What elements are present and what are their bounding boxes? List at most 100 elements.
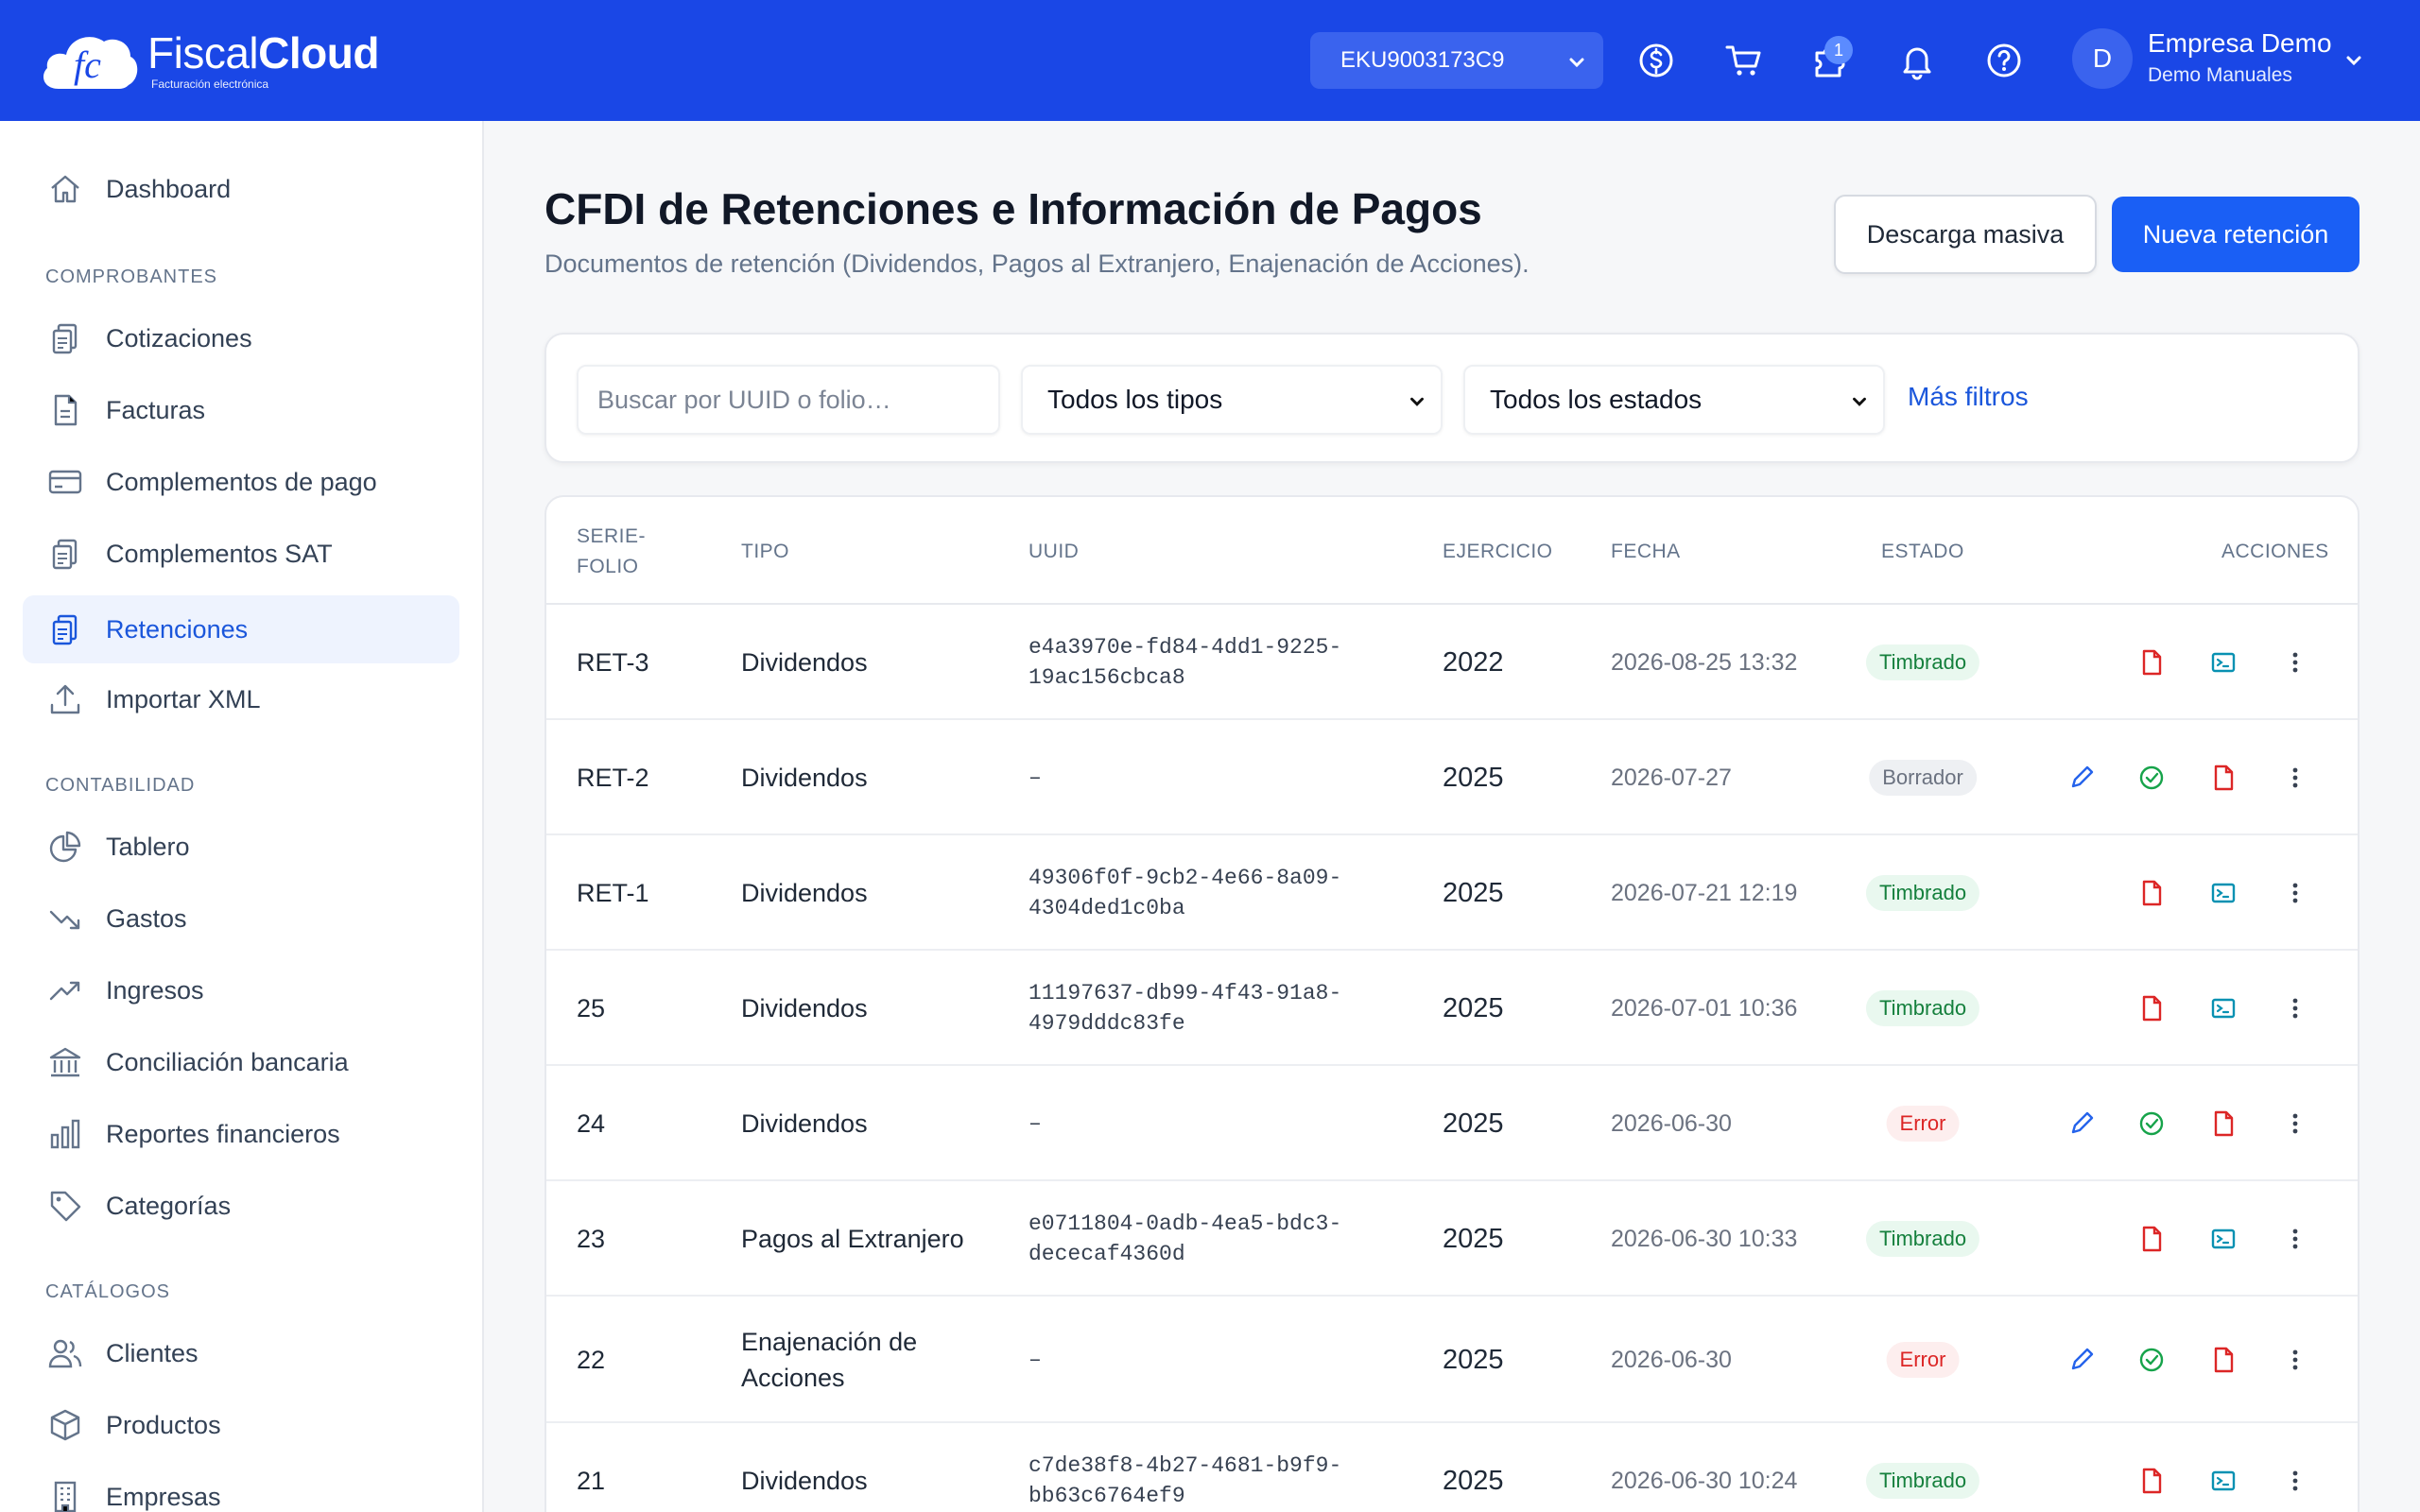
xml-download-icon[interactable] [2208, 647, 2238, 678]
status-filter-select[interactable]: Todos los estados [1463, 365, 1885, 435]
pdf-download-icon[interactable] [2208, 1108, 2238, 1139]
sidebar-item-label: Productos [106, 1410, 221, 1439]
clipboard-copy-icon [52, 539, 78, 570]
more-options-icon[interactable] [2280, 1345, 2310, 1375]
document-icon [54, 394, 78, 426]
column-header-ejercicio[interactable]: EJERCICIO [1443, 541, 1553, 562]
sidebar-item-productos[interactable]: Productos [23, 1391, 459, 1459]
user-menu-chevron-icon[interactable] [2342, 49, 2365, 72]
brand-logo[interactable]: fc FiscalCloud Facturación electrónica [38, 26, 379, 94]
column-header-tipo[interactable]: TIPO [741, 541, 790, 562]
more-options-icon[interactable] [2280, 763, 2310, 793]
date-cell: 2026-06-30 10:24 [1611, 1467, 1798, 1494]
xml-download-icon[interactable] [2208, 1224, 2238, 1254]
stamp-check-icon[interactable] [2136, 1345, 2167, 1375]
xml-download-icon[interactable] [2208, 878, 2238, 908]
status-badge: Timbrado [1865, 1463, 1980, 1499]
pdf-download-icon[interactable] [2136, 647, 2167, 678]
sidebar-item-reportes[interactable]: Reportes financieros [23, 1100, 459, 1168]
more-options-icon[interactable] [2280, 1108, 2310, 1139]
sidebar-item-tablero[interactable]: Tablero [23, 813, 459, 881]
pdf-download-icon[interactable] [2136, 878, 2167, 908]
sidebar-item-conciliacion[interactable]: Conciliación bancaria [23, 1028, 459, 1096]
column-header-uuid[interactable]: UUID [1028, 541, 1080, 562]
more-options-icon[interactable] [2280, 878, 2310, 908]
user-avatar[interactable]: D [2072, 28, 2133, 89]
table-row[interactable]: 23 Pagos al Extranjero e0711804-0adb-4ea5-… [546, 1181, 2358, 1297]
table-row[interactable]: RET-1 Dividendos 49306f0f-9cb2-4e66-8a09-4… [546, 835, 2358, 951]
cart-icon[interactable] [1722, 40, 1764, 81]
column-header-estado[interactable]: ESTADO [1881, 541, 1964, 562]
bulk-download-button[interactable]: Descarga masiva [1834, 195, 2097, 274]
section-comprobantes: COMPROBANTES [45, 266, 218, 287]
sidebar-item-empresas[interactable]: Empresas [23, 1463, 459, 1512]
table-row[interactable]: 21 Dividendos c7de38f8-4b27-4681-b9f9-bb63… [546, 1423, 2358, 1512]
trending-down-icon [49, 910, 80, 930]
status-filter-value: Todos los estados [1490, 385, 1703, 414]
table-row[interactable]: 22 Enajenación de Acciones – 2025 2026-06-30… [546, 1297, 2358, 1423]
dollar-icon[interactable] [1635, 40, 1677, 81]
more-options-icon[interactable] [2280, 647, 2310, 678]
folio-cell: 25 [577, 993, 606, 1022]
more-filters-link[interactable]: Más filtros [1908, 382, 2029, 411]
more-options-icon[interactable] [2280, 1224, 2310, 1254]
help-icon[interactable] [1983, 40, 2025, 81]
table-row[interactable]: 25 Dividendos 11197637-db99-4f43-91a8-4979… [546, 951, 2358, 1066]
sidebar-item-categorias[interactable]: Categorías [23, 1172, 459, 1240]
user-subtitle: Demo Manuales [2148, 64, 2292, 86]
ejercicio-cell: 2025 [1443, 992, 1504, 1023]
table-row[interactable]: RET-2 Dividendos – 2025 2026-07-27 Borrador [546, 720, 2358, 835]
brand-tagline: Facturación electrónica [151, 77, 269, 91]
pdf-download-icon[interactable] [2208, 1345, 2238, 1375]
pdf-download-icon[interactable] [2208, 763, 2238, 793]
more-options-icon[interactable] [2280, 993, 2310, 1023]
sidebar-item-complementos-pago[interactable]: Complementos de pago [23, 448, 459, 516]
sidebar-item-label: Gastos [106, 903, 187, 933]
edit-icon[interactable] [2066, 763, 2097, 793]
sidebar-item-cotizaciones[interactable]: Cotizaciones [23, 304, 459, 372]
status-badge: Timbrado [1865, 644, 1980, 680]
date-cell: 2026-07-01 10:36 [1611, 994, 1798, 1022]
pie-chart-icon [49, 831, 81, 863]
column-header-fecha[interactable]: FECHA [1611, 541, 1681, 562]
type-cell: Pagos al Extranjero [741, 1225, 964, 1253]
folio-cell: RET-1 [577, 878, 649, 907]
edit-icon[interactable] [2066, 1345, 2097, 1375]
sidebar-item-clientes[interactable]: Clientes [23, 1319, 459, 1387]
sidebar-item-dashboard[interactable]: Dashboard [23, 155, 459, 223]
sidebar-item-complementos-sat[interactable]: Complementos SAT [23, 520, 459, 588]
folio-cell: 23 [577, 1224, 606, 1253]
new-retention-button[interactable]: Nueva retención [2112, 197, 2360, 272]
type-cell: Dividendos [741, 1109, 868, 1138]
sidebar-item-retenciones[interactable]: Retenciones [23, 595, 459, 663]
pdf-download-icon[interactable] [2136, 993, 2167, 1023]
column-header-acciones: ACCIONES [2221, 541, 2329, 562]
type-cell: Dividendos [741, 1467, 868, 1495]
table-row[interactable]: RET-3 Dividendos e4a3970e-fd84-4dd1-9225-1… [546, 605, 2358, 720]
xml-download-icon[interactable] [2208, 993, 2238, 1023]
trending-up-icon [49, 981, 80, 1001]
pdf-download-icon[interactable] [2136, 1224, 2167, 1254]
top-bar: fc FiscalCloud Facturación electrónica E… [0, 0, 2420, 121]
stamp-check-icon[interactable] [2136, 1108, 2167, 1139]
sidebar-item-ingresos[interactable]: Ingresos [23, 956, 459, 1024]
folio-cell: RET-3 [577, 647, 649, 677]
sidebar-item-facturas[interactable]: Facturas [23, 376, 459, 444]
search-input[interactable]: Buscar por UUID o folio… [577, 365, 1000, 435]
company-rfc-select[interactable]: EKU9003173C9 [1310, 32, 1603, 89]
pdf-download-icon[interactable] [2136, 1466, 2167, 1496]
sidebar-item-importar-xml[interactable]: Importar XML [23, 665, 459, 733]
more-options-icon[interactable] [2280, 1466, 2310, 1496]
sidebar-item-gastos[interactable]: Gastos [23, 885, 459, 953]
sidebar-item-label: Clientes [106, 1338, 199, 1367]
xml-download-icon[interactable] [2208, 1466, 2238, 1496]
stamp-check-icon[interactable] [2136, 763, 2167, 793]
type-filter-select[interactable]: Todos los tipos [1021, 365, 1443, 435]
bell-icon[interactable] [1896, 40, 1938, 81]
table-row[interactable]: 24 Dividendos – 2025 2026-06-30 Error [546, 1066, 2358, 1181]
ejercicio-cell: 2025 [1443, 1344, 1504, 1375]
user-name[interactable]: Empresa Demo [2148, 28, 2332, 58]
column-header-serie-folio[interactable]: SERIE- FOLIO [577, 522, 646, 582]
edit-icon[interactable] [2066, 1108, 2097, 1139]
clipboard-copy-icon [52, 614, 78, 645]
